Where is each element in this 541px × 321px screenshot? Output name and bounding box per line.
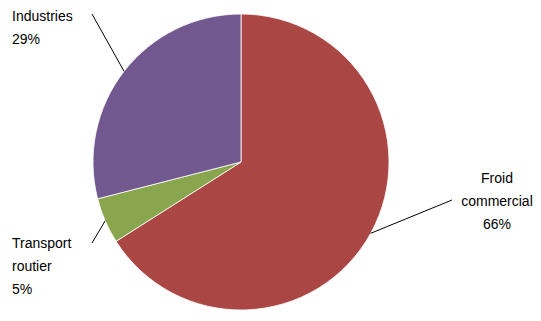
chart: Froid commercial 66% Transport routier 5% Indu…	[0, 0, 541, 321]
leader-line	[92, 14, 124, 71]
label-line: Transport	[12, 235, 72, 251]
data-labels: Froid commercial 66% Transport routier 5% Indu…	[12, 8, 533, 297]
value-label: 5%	[12, 281, 32, 297]
category-label: Transport routier	[12, 235, 72, 274]
slices	[93, 14, 389, 310]
category-label: Industries	[12, 8, 73, 24]
leader-line	[92, 221, 105, 243]
value-label: 29%	[12, 31, 40, 47]
pie-slice	[93, 14, 241, 199]
label-line: commercial	[461, 193, 533, 209]
category-label: Froid commercial	[461, 170, 533, 209]
value-label: 66%	[483, 216, 511, 232]
label-line: Industries	[12, 8, 73, 24]
label-line: Froid	[481, 170, 513, 186]
leader-line	[371, 200, 452, 233]
label-line: routier	[12, 258, 52, 274]
